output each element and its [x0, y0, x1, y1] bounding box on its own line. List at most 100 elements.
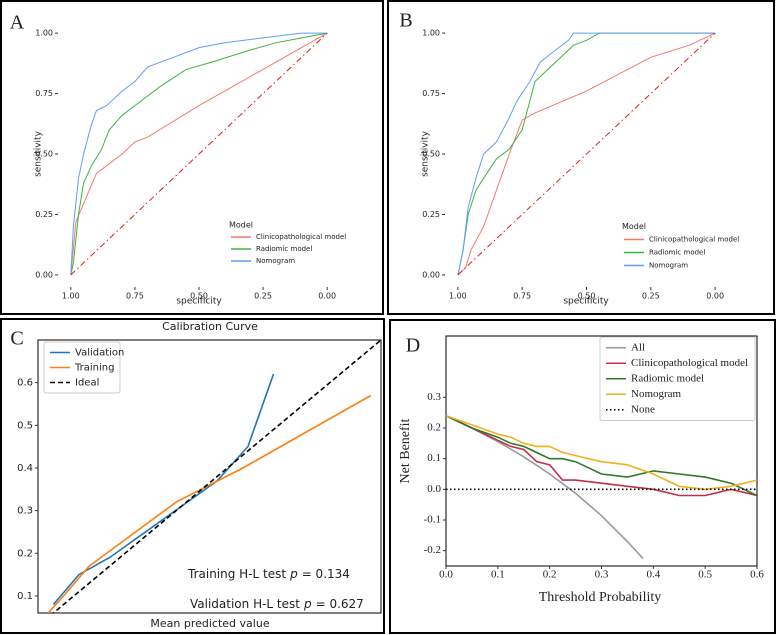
y-tick-label: 0.3 — [17, 506, 33, 517]
panel: C Calibration Curve Mean predicted value 0.… — [0, 318, 385, 634]
legend-title: Model — [229, 221, 253, 230]
y-tick-label: 0.00 — [35, 270, 53, 279]
y-tick-label: 1.00 — [422, 29, 440, 38]
series-line — [457, 32, 716, 276]
x-tick-label: 0.0 — [439, 569, 453, 581]
annotation: Validation H-L test p = 0.627 — [190, 597, 364, 611]
plot-area — [446, 414, 757, 560]
y-tick-label: 0.50 — [35, 150, 53, 159]
y-tick-label: 1.00 — [35, 29, 53, 38]
x-tick-label: 1.00 — [62, 292, 80, 301]
y-tick-label: 0.3 — [427, 391, 441, 403]
y-tick-label: -0.2 — [424, 544, 441, 556]
panel-label: D — [406, 335, 420, 357]
annotation-part: = 0.134 — [302, 567, 350, 581]
legend-frame — [43, 341, 121, 394]
series-line — [446, 414, 757, 497]
x-axis-label: specificity — [176, 297, 222, 307]
legend-label: Nomogram — [631, 388, 682, 400]
legend-title: Model — [622, 222, 646, 231]
series-line — [446, 414, 644, 560]
annotation-part: Training H-L test — [187, 567, 286, 581]
series-line — [457, 32, 716, 276]
y-tick-label: 0.75 — [35, 89, 53, 98]
annotation-part: Validation H-L test — [190, 597, 300, 611]
y-tick-label: 0.50 — [422, 150, 440, 159]
legend-label: Training — [74, 363, 114, 374]
y-tick-label: 0.2 — [427, 422, 441, 434]
panel-label: A — [10, 12, 25, 34]
x-tick-label: 0.5 — [698, 569, 712, 581]
y-tick-label: 0.25 — [422, 210, 440, 219]
panel-label: B — [399, 10, 412, 32]
y-tick-label: -0.1 — [424, 514, 441, 526]
y-tick-label: 0.4 — [17, 463, 33, 474]
panel-border — [0, 318, 385, 634]
y-axis-label: sensitivity — [34, 130, 44, 177]
series-line — [446, 414, 757, 497]
series-line — [457, 32, 716, 276]
legend-frame — [599, 336, 756, 421]
x-tick-label: 0.00 — [706, 292, 724, 301]
series-line — [52, 340, 381, 613]
y-tick-label: 0.1 — [427, 452, 441, 464]
chart-title: Calibration Curve — [162, 320, 258, 333]
legend-label: Clinicopathological model — [649, 236, 739, 244]
y-tick-label: 0.1 — [17, 591, 33, 602]
x-tick-label: 0.75 — [513, 292, 531, 301]
panel: D Threshold Probability Net Benefit 0.0 0.1 0… — [389, 319, 776, 634]
x-tick-label: 0.00 — [318, 292, 336, 301]
plot-area — [457, 32, 716, 276]
x-tick-label: 1.00 — [449, 292, 467, 301]
annotation: Training H-L test p = 0.134 — [187, 567, 350, 581]
legend-label: Clinicopathological model — [631, 357, 748, 369]
legend: All Clinicopathological model Radiomic mod… — [599, 336, 756, 421]
legend-label: None — [631, 403, 655, 415]
y-tick-label: 0.75 — [422, 89, 440, 98]
x-axis-label: specificity — [563, 297, 609, 307]
y-tick-label: 0.2 — [17, 548, 33, 559]
x-tick-label: 0.75 — [126, 292, 144, 301]
y-tick-label: 0.0 — [427, 483, 441, 495]
legend-label: Validation — [75, 348, 124, 359]
y-tick-label: 0.25 — [35, 210, 53, 219]
y-tick-label: 0.6 — [17, 378, 33, 389]
plot-area — [47, 340, 381, 613]
legend-label: Radiomic model — [649, 249, 705, 257]
series-line — [70, 32, 328, 275]
series-line — [457, 32, 716, 276]
y-axis-label: sensitivity — [421, 130, 431, 177]
x-axis-label: Threshold Probability — [539, 590, 662, 605]
y-axis-label: Net Benefit — [398, 418, 413, 483]
plot-area — [70, 32, 328, 276]
x-tick-label: 0.2 — [543, 569, 557, 581]
x-tick-label: 0.1 — [491, 569, 505, 581]
annotation-part: = 0.627 — [316, 597, 364, 611]
series-line — [70, 32, 328, 276]
x-tick-label: 0.50 — [190, 292, 208, 301]
x-tick-label: 0.50 — [578, 292, 596, 301]
series-line — [52, 373, 275, 606]
x-tick-label: 0.6 — [750, 569, 764, 581]
panel-border — [0, 0, 384, 315]
series-line — [446, 414, 757, 491]
legend-label: Clinicopathological model — [256, 233, 346, 241]
x-tick-label: 0.3 — [595, 569, 609, 581]
legend-label: All — [631, 341, 645, 353]
panel-border — [387, 0, 775, 315]
series-line — [47, 394, 372, 613]
legend-label: Radiomic model — [631, 372, 704, 384]
legend-label: Ideal — [75, 378, 99, 389]
legend-label: Radiomic model — [256, 245, 312, 253]
panel-label: C — [10, 328, 23, 350]
annotation-part: p — [289, 567, 298, 581]
panel-border — [389, 319, 776, 634]
x-tick-label: 0.25 — [254, 292, 272, 301]
legend-label: Nomogram — [649, 262, 688, 270]
series-line — [70, 32, 328, 275]
